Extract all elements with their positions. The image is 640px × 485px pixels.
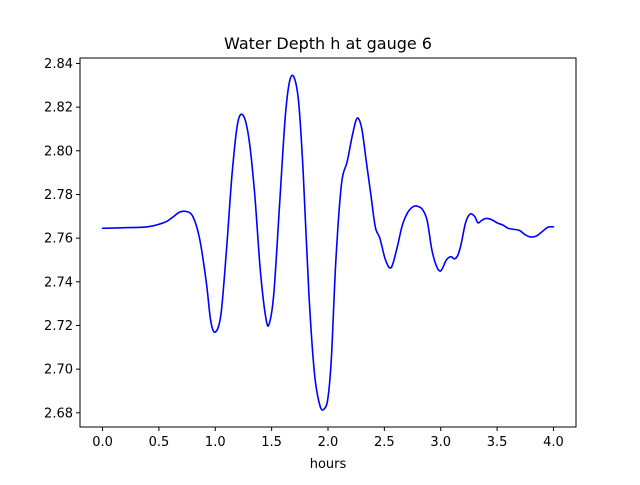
chart-title: Water Depth h at gauge 6 (224, 34, 432, 53)
data-layer (101, 74, 555, 411)
y-tick-label: 2.80 (44, 144, 73, 159)
series-line-water-depth (101, 74, 555, 411)
x-tick-label: 1.0 (205, 435, 226, 450)
x-axis-label: hours (310, 457, 347, 472)
y-tick-label: 2.68 (44, 406, 73, 421)
y-tick-label: 2.84 (44, 57, 73, 72)
plot-frame (79, 57, 577, 428)
x-tick-label: 1.5 (261, 435, 282, 450)
x-tick-label: 0.5 (149, 435, 170, 450)
ticks-layer: 0.0 0.5 1.0 1.5 2.0 2.5 3.0 3.5 4.0 2.68 2.70 2.72 2… (44, 57, 564, 450)
x-tick-label: 3.5 (487, 435, 508, 450)
x-tick-label: 2.5 (374, 435, 395, 450)
y-tick-label: 2.70 (44, 363, 73, 378)
x-tick-label: 4.0 (543, 435, 564, 450)
y-tick-label: 2.76 (44, 232, 73, 247)
y-tick-label: 2.78 (44, 188, 73, 203)
x-tick-label: 2.0 (318, 435, 339, 450)
x-tick-label: 0.0 (92, 435, 113, 450)
x-tick-label: 3.0 (430, 435, 451, 450)
y-tick-label: 2.82 (44, 101, 73, 116)
y-tick-label: 2.74 (44, 275, 73, 290)
y-tick-label: 2.72 (44, 319, 73, 334)
